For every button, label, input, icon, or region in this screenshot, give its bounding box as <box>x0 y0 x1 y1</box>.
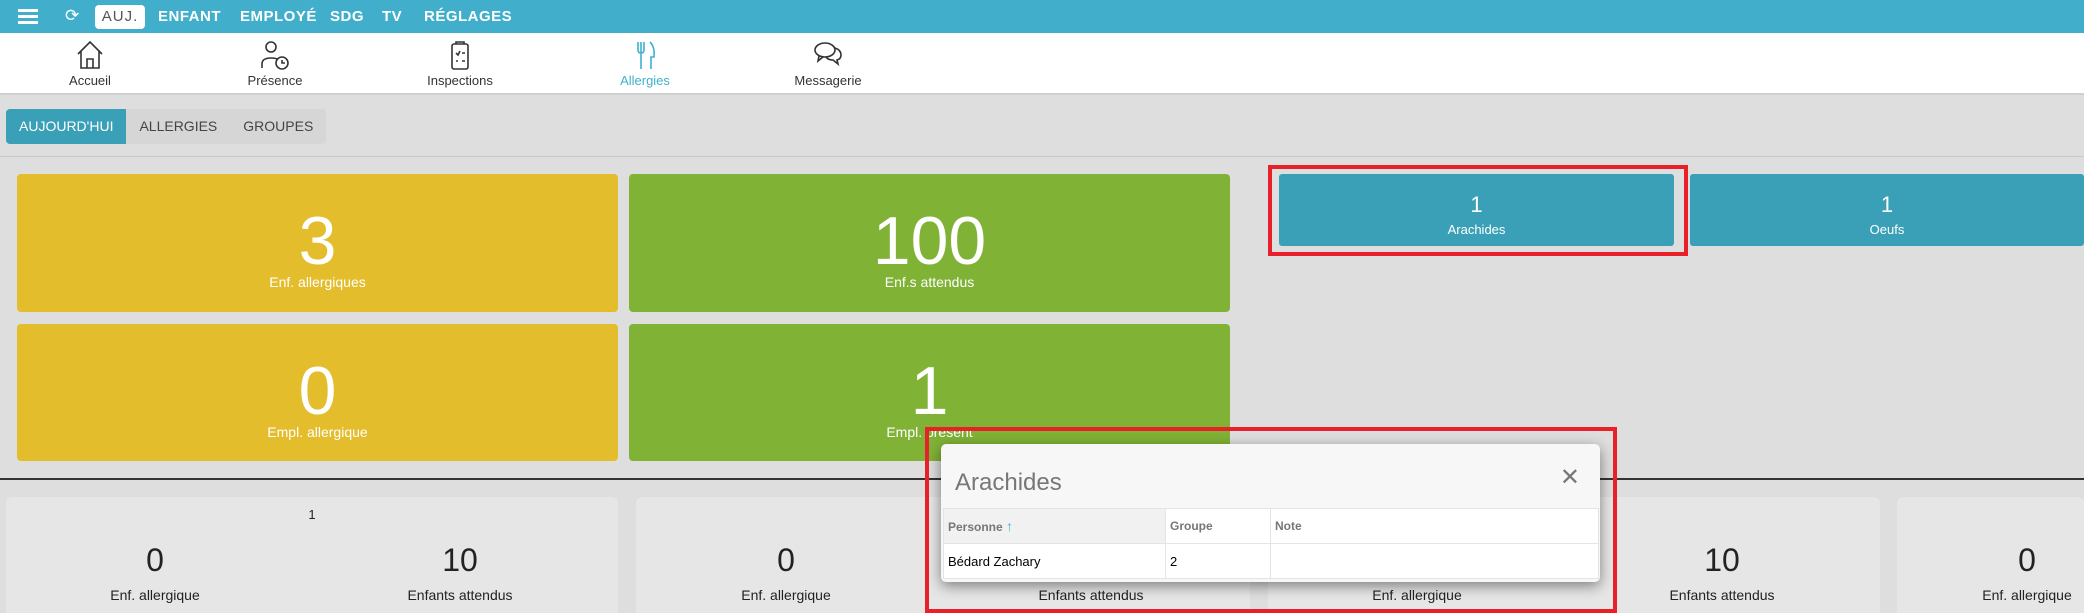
group-allergic-label: Enf. allergique <box>1982 587 2072 603</box>
allergen-count: 1 <box>1470 192 1483 217</box>
stat-card-empl-allergique[interactable]: 0 Empl. allergique <box>17 324 618 461</box>
stat-card-enf-attendus[interactable]: 100 Enf.s attendus <box>629 174 1230 312</box>
stat-label: Empl. allergique <box>267 424 368 440</box>
allergen-label: Arachides <box>1447 222 1506 237</box>
nav-presence[interactable]: Présence <box>205 39 345 88</box>
nav-messagerie[interactable]: Messagerie <box>758 39 898 88</box>
allergen-table: Personne ↑ Groupe Note Bédard Zachary 2 <box>943 508 1599 579</box>
group-card[interactable]: 1 0 Enf. allergique 10 Enfants attendus <box>6 497 618 613</box>
group-allergic-value: 0 <box>2018 542 2036 578</box>
refresh-icon[interactable]: ⟳ <box>65 6 80 25</box>
allergen-label: Oeufs <box>1869 222 1905 237</box>
divider <box>0 156 2084 157</box>
clipboard-icon <box>451 41 469 70</box>
cell-note <box>1270 543 1599 579</box>
cell-personne: Bédard Zachary <box>943 543 1166 579</box>
cell-groupe: 2 <box>1165 543 1271 579</box>
dialog-title: Arachides <box>955 469 1062 496</box>
menu-icon[interactable] <box>18 9 38 24</box>
menu-enfant[interactable]: ENFANT <box>158 8 221 25</box>
nav-accueil[interactable]: Accueil <box>20 39 160 88</box>
sort-ascending-icon: ↑ <box>1006 518 1014 534</box>
group-allergic-value: 0 <box>777 542 795 578</box>
menu-reglages[interactable]: RÉGLAGES <box>424 8 513 25</box>
today-button[interactable]: AUJ. <box>95 5 145 29</box>
module-nav: Accueil Présence Inspections Allergies M… <box>0 33 2084 95</box>
group-card[interactable]: 0 Enf. allergique <box>1897 497 2084 613</box>
group-allergic-value: 0 <box>146 542 164 578</box>
tab-allergies[interactable]: ALLERGIES <box>139 118 218 134</box>
highlight-box <box>1268 165 1688 256</box>
group-allergic-label: Enf. allergique <box>1372 587 1462 603</box>
nav-allergies[interactable]: Allergies <box>575 39 715 88</box>
group-expected-value: 10 <box>1704 542 1740 578</box>
menu-sdg[interactable]: SDG <box>330 8 365 25</box>
fork-knife-icon <box>637 41 655 69</box>
home-icon <box>77 40 103 69</box>
stat-value: 1 <box>910 353 949 429</box>
top-bar: ⟳ AUJ. ENFANT EMPLOYÉ SDG TV RÉGLAGES <box>0 0 2084 33</box>
stat-value: 0 <box>298 353 337 429</box>
column-header-personne[interactable]: Personne ↑ <box>943 508 1166 544</box>
tab-groupes[interactable]: GROUPES <box>243 118 314 134</box>
stat-value: 3 <box>298 203 337 279</box>
chat-bubbles-icon <box>814 42 842 67</box>
allergen-dialog: Arachides ✕ Personne ↑ Groupe Note Bédar… <box>941 444 1600 582</box>
table-row[interactable]: Bédard Zachary 2 <box>943 543 1599 579</box>
allergen-card-arachides[interactable]: 1 Arachides <box>1279 174 1674 246</box>
stat-label: Enf. allergiques <box>269 274 366 290</box>
allergen-count: 1 <box>1880 192 1894 217</box>
menu-employe[interactable]: EMPLOYÉ <box>240 8 317 25</box>
group-title: 1 <box>308 507 316 522</box>
group-expected-label: Enfants attendus <box>407 587 513 603</box>
nav-label: Messagerie <box>794 73 862 88</box>
tab-aujourdhui[interactable]: AUJOURD'HUI <box>6 109 127 144</box>
nav-label: Présence <box>247 73 303 88</box>
menu-tv[interactable]: TV <box>382 8 403 25</box>
close-icon[interactable]: ✕ <box>1559 464 1580 491</box>
group-allergic-label: Enf. allergique <box>741 587 831 603</box>
stat-value: 100 <box>872 203 987 279</box>
group-expected-label: Enfants attendus <box>1669 587 1775 603</box>
group-allergic-label: Enf. allergique <box>110 587 200 603</box>
nav-label: Accueil <box>69 73 111 88</box>
group-expected-label: Enfants attendus <box>1038 587 1144 603</box>
group-expected-value: 10 <box>442 542 478 578</box>
allergen-card-oeufs[interactable]: 1 Oeufs <box>1690 174 2084 246</box>
person-clock-icon <box>261 41 289 70</box>
nav-inspections[interactable]: Inspections <box>390 39 530 88</box>
highlight-box <box>925 427 1617 613</box>
stat-card-enf-allergiques[interactable]: 3 Enf. allergiques <box>17 174 618 312</box>
stat-card-empl-present[interactable]: 1 Empl. présent <box>629 324 1230 461</box>
nav-label: Allergies <box>620 73 670 88</box>
stat-label: Enf.s attendus <box>884 274 975 290</box>
column-header-groupe[interactable]: Groupe <box>1165 508 1271 544</box>
sub-tabs: AUJOURD'HUI ALLERGIES GROUPES <box>6 109 327 144</box>
nav-label: Inspections <box>427 73 493 88</box>
header-label: Personne <box>948 520 1003 534</box>
